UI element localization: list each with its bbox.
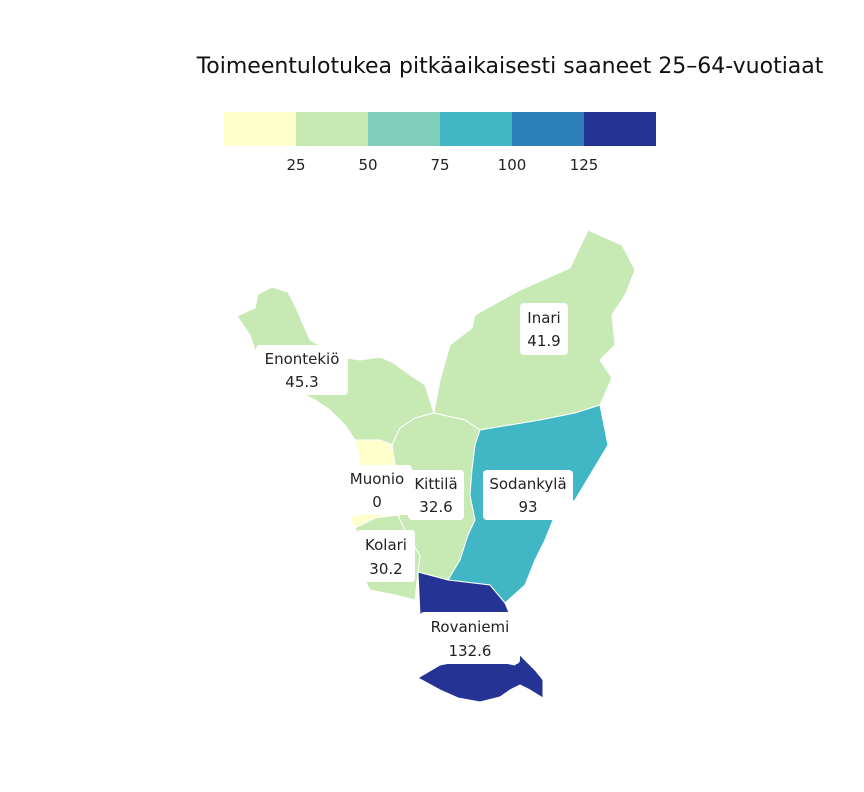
label-rovaniemi-name: Rovaniemi <box>431 618 510 636</box>
label-kittila-value: 32.6 <box>419 498 452 516</box>
color-legend: 25 50 75 100 125 <box>224 112 656 174</box>
label-inari-name: Inari <box>527 309 560 327</box>
label-muonio-name: Muonio <box>350 470 404 488</box>
label-muonio-value: 0 <box>372 493 382 511</box>
label-kolari: Kolari 30.2 <box>357 530 415 582</box>
legend-swatch-4 <box>512 112 584 146</box>
label-kolari-name: Kolari <box>365 536 407 554</box>
label-rovaniemi: Rovaniemi 132.6 <box>420 612 520 664</box>
label-enontekio: Enontekiö 45.3 <box>256 345 348 395</box>
legend-swatch-1 <box>296 112 368 146</box>
legend-tick-50: 50 <box>358 156 377 174</box>
legend-tick-100: 100 <box>498 156 527 174</box>
label-enontekio-name: Enontekiö <box>265 350 340 368</box>
label-kittila: Kittilä 32.6 <box>408 470 464 520</box>
label-sodankyla: Sodankylä 93 <box>483 470 573 520</box>
label-kolari-value: 30.2 <box>369 560 402 578</box>
legend-swatch-5 <box>584 112 656 146</box>
legend-swatch-2 <box>368 112 440 146</box>
label-inari: Inari 41.9 <box>520 303 568 355</box>
legend-tick-25: 25 <box>286 156 305 174</box>
legend-tick-125: 125 <box>570 156 599 174</box>
label-enontekio-value: 45.3 <box>285 373 318 391</box>
label-inari-value: 41.9 <box>527 332 560 350</box>
legend-tick-75: 75 <box>430 156 449 174</box>
legend-swatch-3 <box>440 112 512 146</box>
label-rovaniemi-value: 132.6 <box>449 642 492 660</box>
map-title: Toimeentulotukea pitkäaikaisesti saaneet… <box>196 54 824 79</box>
label-muonio: Muonio 0 <box>342 465 412 515</box>
legend-swatch-0 <box>224 112 296 146</box>
label-sodankyla-name: Sodankylä <box>489 475 566 493</box>
label-sodankyla-value: 93 <box>518 498 537 516</box>
region-labels: Enontekiö 45.3 Inari 41.9 Muonio 0 Kitti… <box>256 303 573 664</box>
label-kittila-name: Kittilä <box>414 475 457 493</box>
